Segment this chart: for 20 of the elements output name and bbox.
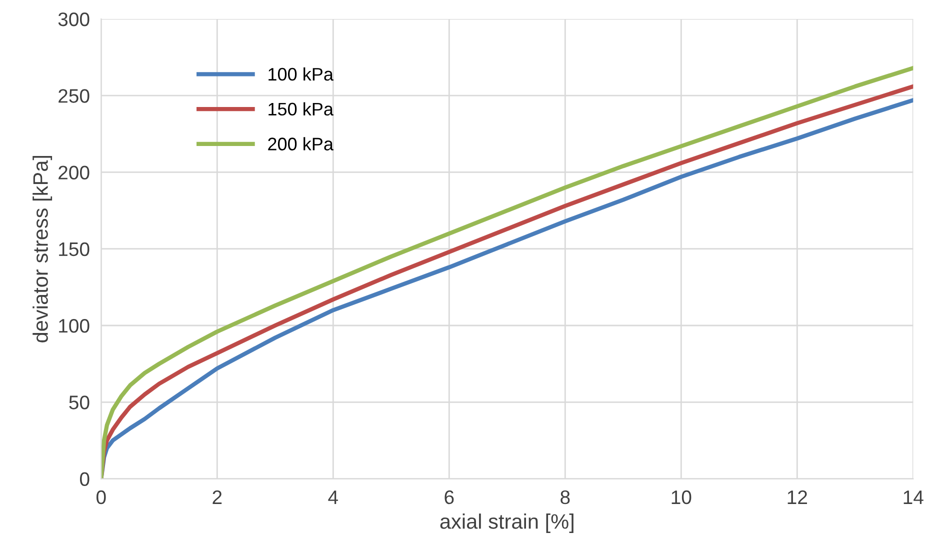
legend-label: 100 kPa (268, 67, 334, 81)
y-tick-label: 250 (58, 89, 90, 103)
y-tick-label: 300 (58, 12, 90, 26)
y-tick-label: 0 (80, 472, 90, 486)
x-tick-label: 10 (672, 490, 692, 504)
y-tick-label: 200 (58, 166, 90, 180)
x-tick-label: 8 (560, 490, 570, 504)
y-tick-label: 50 (69, 396, 90, 410)
y-axis-title: deviator stress [kPa] (32, 156, 52, 342)
x-tick-label: 6 (444, 490, 454, 504)
x-tick-label: 0 (96, 490, 106, 504)
x-tick-label: 4 (328, 490, 338, 504)
legend-label: 150 kPa (268, 102, 334, 116)
legend-label: 200 kPa (268, 137, 334, 150)
x-tick-label: 14 (904, 490, 924, 504)
y-tick-label: 100 (59, 318, 90, 333)
x-axis-title: axial strain [%] (440, 514, 574, 533)
x-tick-label: 2 (212, 490, 222, 504)
x-tick-label: 12 (788, 490, 807, 504)
y-tick-label: 150 (59, 242, 90, 256)
